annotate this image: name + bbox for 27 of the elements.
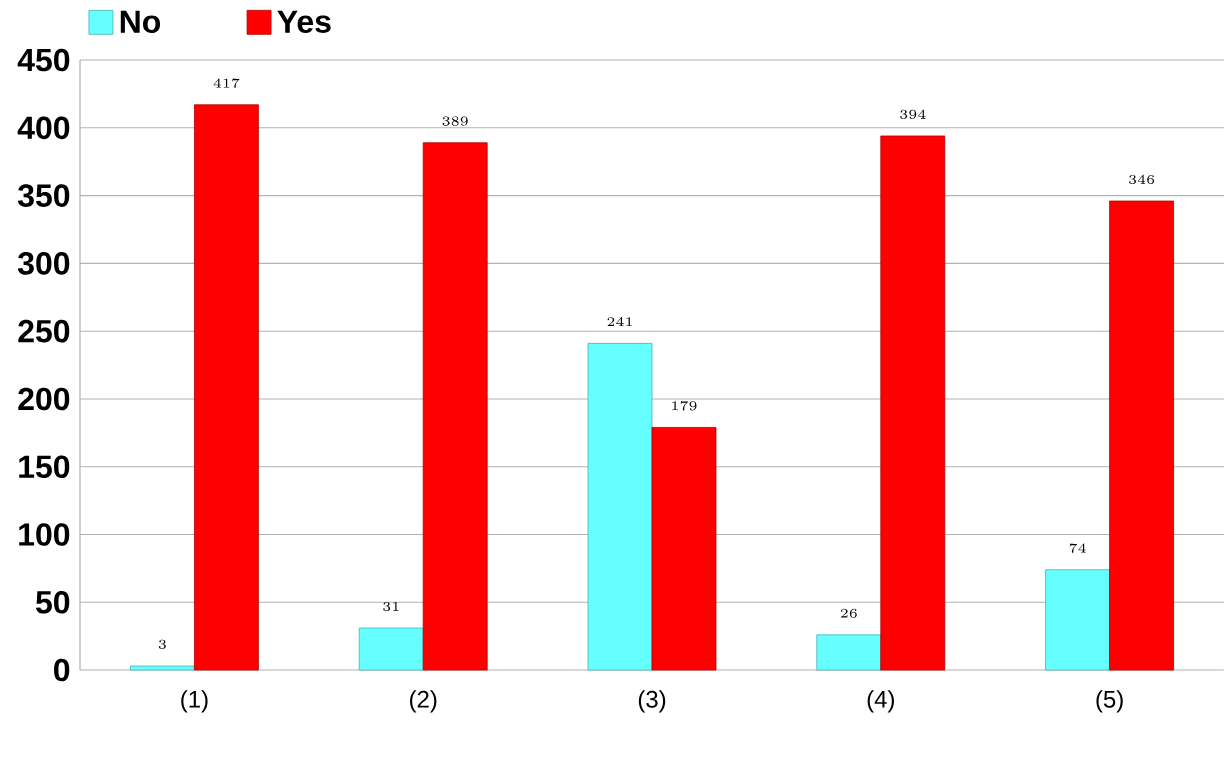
- bar: [651, 426, 717, 671]
- y-tick-label: 250: [18, 319, 70, 343]
- x-tick-label: (5): [1096, 690, 1123, 713]
- bar: [880, 135, 946, 671]
- x-tick-label: (3): [638, 690, 666, 713]
- x-tick-label: (1): [181, 690, 208, 713]
- bar: [358, 627, 424, 671]
- y-tick-label: 100: [19, 523, 70, 546]
- y-tick-label: 400: [17, 116, 70, 140]
- bar: [587, 342, 653, 671]
- y-tick-label: 350: [17, 184, 70, 207]
- bar: [816, 634, 882, 671]
- x-tick-label: (4): [867, 690, 894, 713]
- y-tick-label: 450: [17, 48, 70, 72]
- y-tick-label: 150: [19, 455, 70, 479]
- y-tick-label: 200: [18, 387, 70, 411]
- legend-label: Yes: [277, 10, 331, 33]
- bar: [1109, 200, 1174, 671]
- legend-label: No: [120, 10, 161, 33]
- bar: [422, 142, 488, 671]
- bar: [1045, 569, 1110, 671]
- y-tick-label: 50: [36, 590, 70, 614]
- x-tick-label: (2): [410, 690, 437, 713]
- y-tick-label: 300: [17, 252, 70, 275]
- bar: [130, 665, 195, 671]
- y-tick-label: 0: [54, 658, 70, 682]
- bar: [194, 104, 259, 671]
